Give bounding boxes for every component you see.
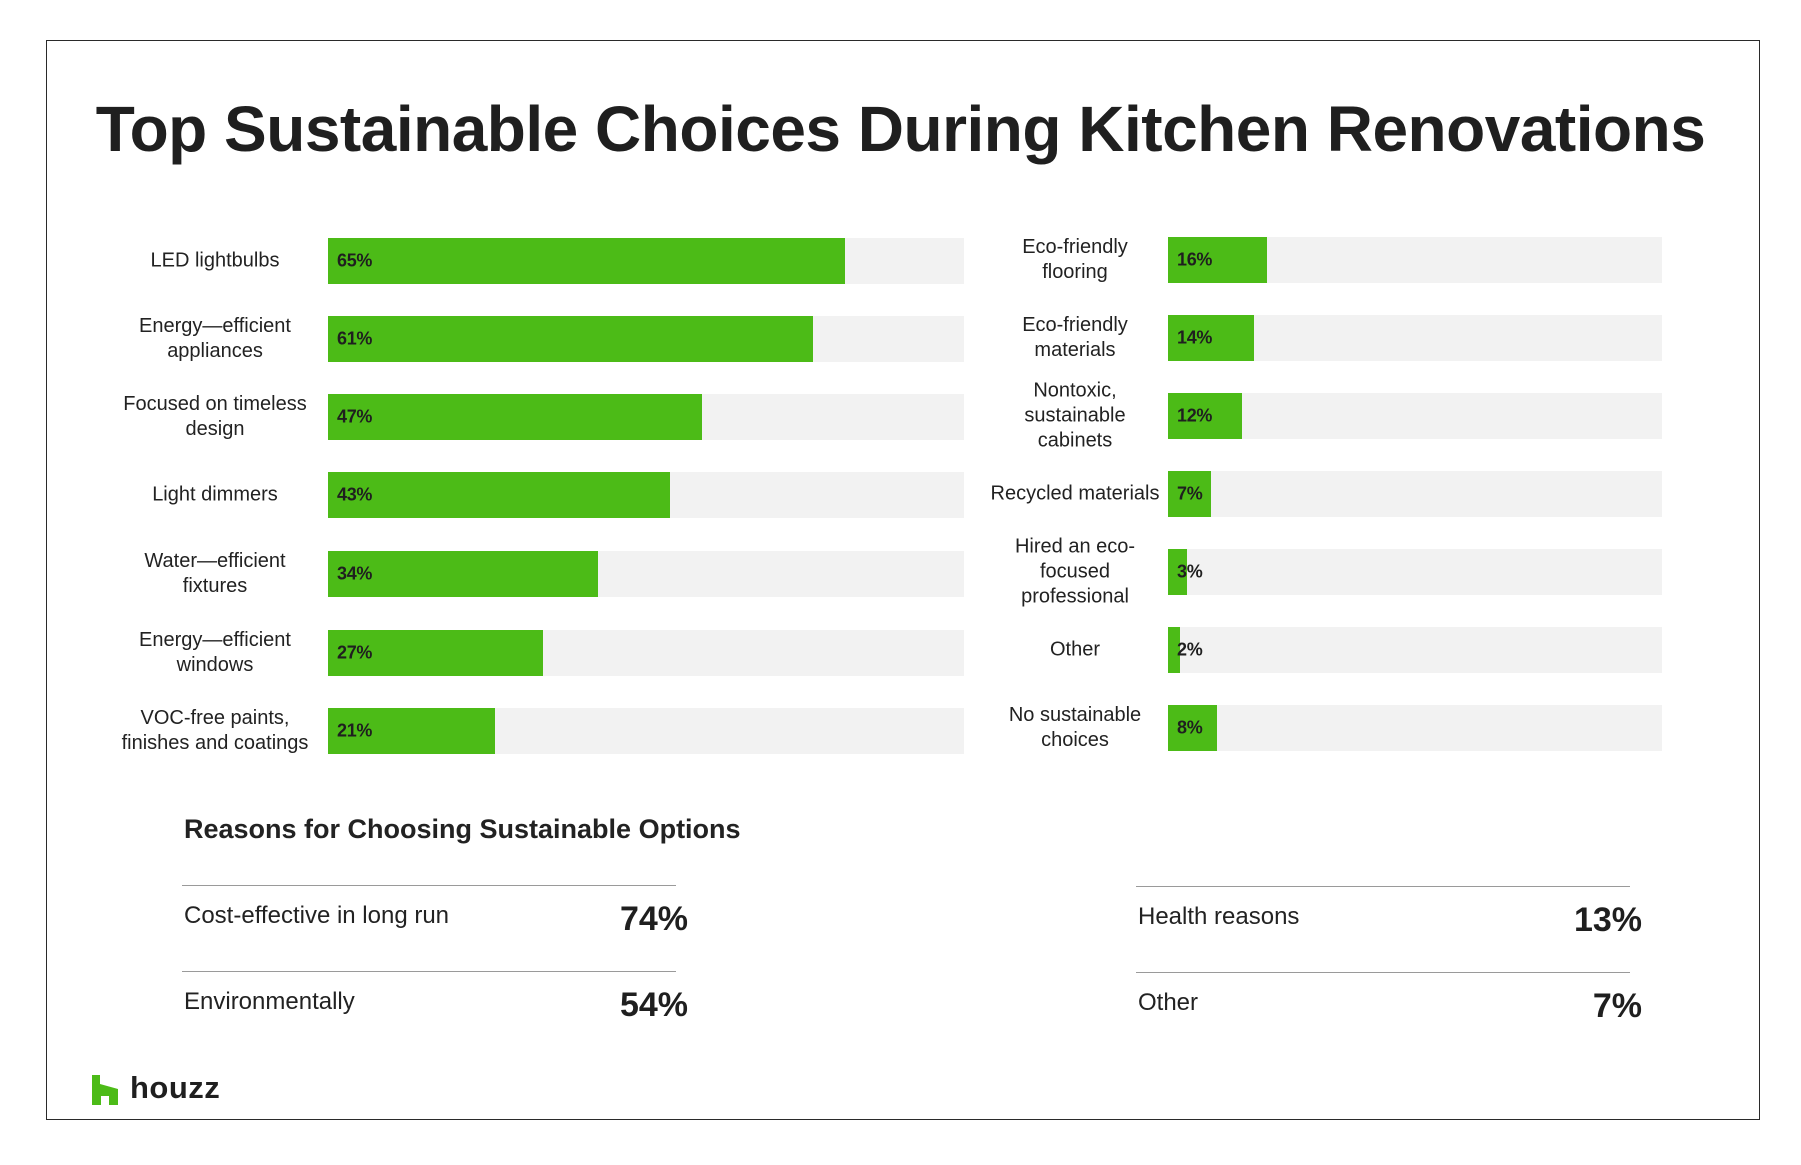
bar-value-label: 65% xyxy=(337,250,373,271)
bar xyxy=(1168,549,1187,595)
bar-track: 21% xyxy=(328,708,964,754)
reason-value: 13% xyxy=(1573,901,1642,939)
reason-value: 7% xyxy=(1592,987,1642,1025)
bar-track: 16% xyxy=(1168,237,1662,283)
bar-category-label: VOC-free paints, finishes and coatings xyxy=(121,707,309,754)
bar-row: Eco-friendly materials 14% xyxy=(0,314,1801,361)
bar-row: Light dimmers 43% xyxy=(0,472,1801,518)
bar-value-label: 43% xyxy=(337,484,373,505)
bar xyxy=(1168,315,1255,361)
bar xyxy=(1168,471,1212,517)
bar-track: 47% xyxy=(328,394,964,440)
infographic-frame xyxy=(46,40,1760,1120)
houzz-logo-icon xyxy=(92,1075,118,1105)
bar-category-label: Eco-friendly flooring xyxy=(1022,236,1128,283)
bar-row: Nontoxic, sustainable cabinets 12% xyxy=(0,380,1801,452)
bar-track: 65% xyxy=(328,238,964,284)
bar xyxy=(328,551,599,597)
bar xyxy=(328,316,813,362)
bar-category-label: Energy—efficient appliances xyxy=(139,315,291,362)
bar xyxy=(328,394,702,440)
bar xyxy=(1168,705,1218,751)
bar-track: 27% xyxy=(328,630,964,676)
bar-track: 8% xyxy=(1168,705,1662,751)
bar-track: 61% xyxy=(328,316,964,362)
bar-track: 14% xyxy=(1168,315,1662,361)
bar-category-label: Other xyxy=(1049,638,1101,661)
reason-row: Health reasons 13% xyxy=(1136,886,1642,973)
bar-category-label: Energy—efficient windows xyxy=(139,629,291,676)
bar-row: Water—efficient fixtures 34% xyxy=(0,550,1801,597)
reason-row: Environmentally 54% xyxy=(182,971,688,1058)
bar-row: Energy—efficient windows 27% xyxy=(0,629,1801,676)
bar xyxy=(328,238,845,284)
bar-row: No sustainable choices 8% xyxy=(0,704,1801,751)
logo-text: houzz xyxy=(130,1070,221,1105)
bar-category-label: Recycled materials xyxy=(990,482,1160,505)
reason-label: Other xyxy=(1138,989,1199,1016)
bar-row: Eco-friendly flooring 16% xyxy=(0,236,1801,283)
bar-value-label: 14% xyxy=(1177,327,1213,348)
reason-label: Cost-effective in long run xyxy=(184,902,450,929)
bar xyxy=(328,708,495,754)
reason-row: Cost-effective in long run 74% xyxy=(182,885,688,972)
bar-value-label: 21% xyxy=(337,720,373,741)
bar-row: Recycled materials 7% xyxy=(0,471,1801,517)
bar-value-label: 16% xyxy=(1177,249,1213,270)
bar-track: 7% xyxy=(1168,471,1662,517)
reason-value: 54% xyxy=(619,986,688,1024)
bar-row: Hired an eco-focused professional 3% xyxy=(0,536,1801,608)
bar-track: 43% xyxy=(328,472,964,518)
bar-row: Other 2% xyxy=(0,627,1801,673)
bar xyxy=(1168,627,1181,673)
bar-value-label: 47% xyxy=(337,406,373,427)
bar xyxy=(1168,237,1267,283)
bar-value-label: 7% xyxy=(1177,483,1203,504)
bar-category-label: Focused on timeless design xyxy=(123,393,307,440)
bar-value-label: 61% xyxy=(337,328,373,349)
bar-track: 12% xyxy=(1168,393,1662,439)
reason-row: Other 7% xyxy=(1136,972,1642,1059)
bar-category-label: LED lightbulbs xyxy=(150,249,280,272)
reason-label: Health reasons xyxy=(1138,903,1300,930)
bar-category-label: No sustainable choices xyxy=(1008,704,1142,751)
bar-row: LED lightbulbs 65% xyxy=(0,238,1801,284)
bar-value-label: 3% xyxy=(1177,561,1203,582)
bar-category-label: Nontoxic, sustainable cabinets xyxy=(1024,379,1126,452)
bar-value-label: 12% xyxy=(1177,405,1213,426)
page-title: Top Sustainable Choices During Kitchen R… xyxy=(95,93,1706,165)
bar-value-label: 34% xyxy=(337,563,373,584)
bar-category-label: Water—efficient fixtures xyxy=(144,550,286,597)
bar-track: 34% xyxy=(328,551,964,597)
bar xyxy=(328,630,543,676)
bar-value-label: 27% xyxy=(337,642,373,663)
reason-value: 74% xyxy=(619,900,688,938)
reason-label: Environmentally xyxy=(184,988,355,1015)
bar-value-label: 8% xyxy=(1177,717,1203,738)
bar-value-label: 2% xyxy=(1177,639,1203,660)
bar-track: 3% xyxy=(1168,549,1662,595)
bar-category-label: Eco-friendly materials xyxy=(1022,314,1128,361)
reasons-title: Reasons for Choosing Sustainable Options xyxy=(184,814,741,844)
bar xyxy=(328,472,670,518)
bar-row: VOC-free paints, finishes and coatings 21… xyxy=(0,707,1801,754)
bar-track: 2% xyxy=(1168,627,1662,673)
bar-category-label: Hired an eco-focused professional xyxy=(1014,535,1136,608)
bar-row: Energy—efficient appliances 61% xyxy=(0,315,1801,362)
bar xyxy=(1168,393,1243,439)
bar-row: Focused on timeless design 47% xyxy=(0,393,1801,440)
bar-category-label: Light dimmers xyxy=(152,483,278,506)
